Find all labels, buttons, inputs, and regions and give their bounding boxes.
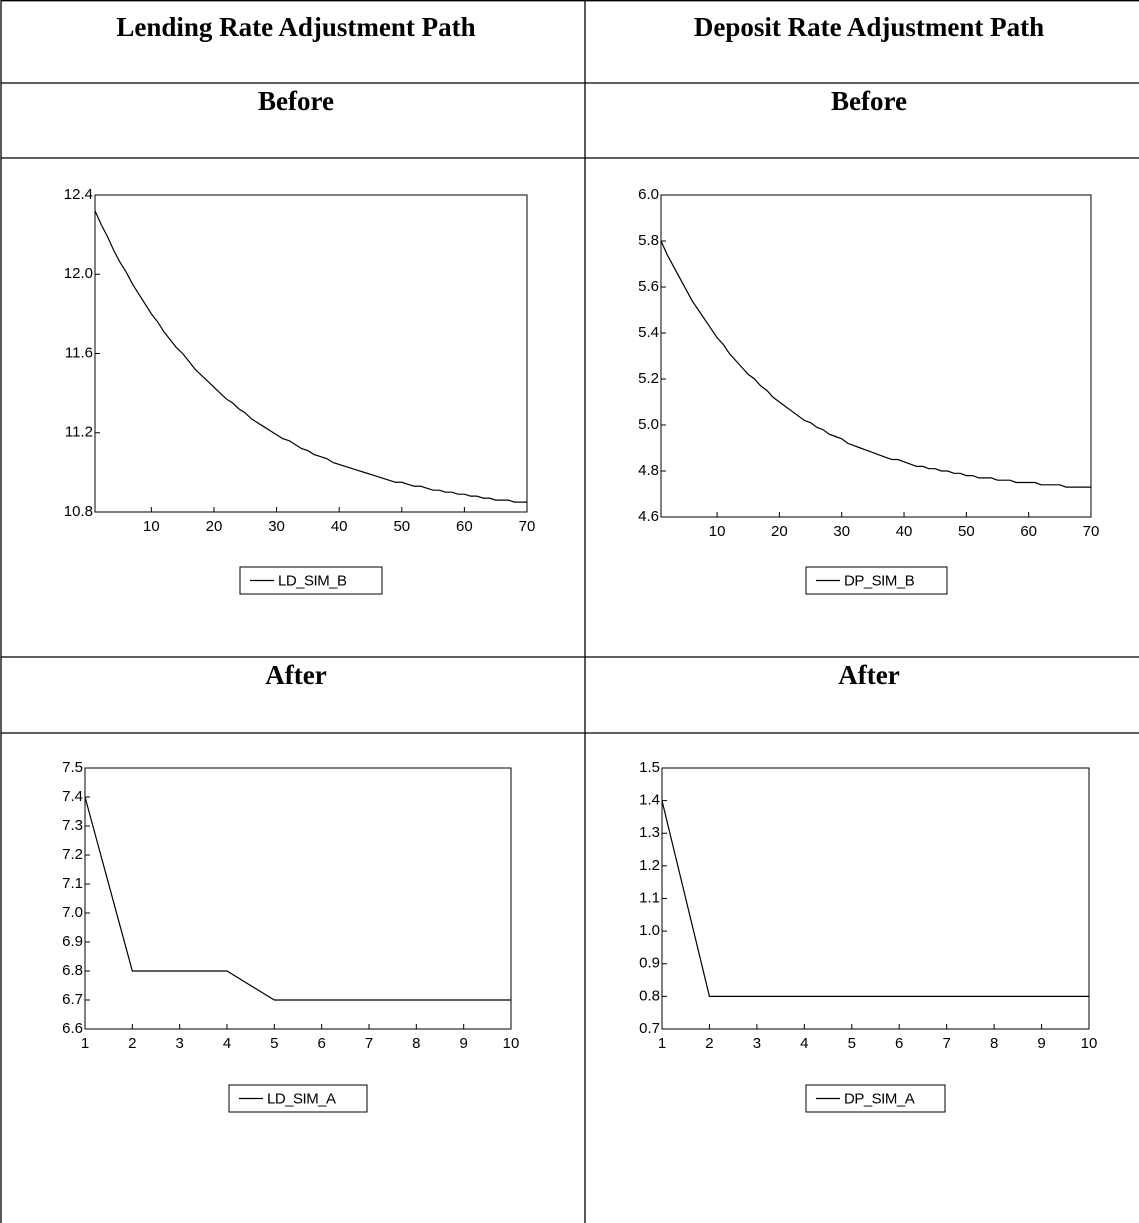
x-tick-label: 10: [503, 1035, 520, 1052]
y-tick-label: 12.0: [64, 265, 93, 282]
x-tick-label: 1: [81, 1035, 89, 1052]
y-tick-label: 6.6: [62, 1020, 83, 1037]
y-tick-label: 0.8: [639, 987, 660, 1004]
y-tick-label: 1.0: [639, 922, 660, 939]
x-tick-label: 10: [1081, 1035, 1098, 1052]
x-tick-label: 1: [658, 1035, 666, 1052]
y-tick-label: 5.2: [638, 370, 659, 387]
x-tick-label: 8: [990, 1035, 998, 1052]
y-tick-label: 4.8: [638, 462, 659, 479]
y-tick-label: 5.8: [638, 232, 659, 249]
x-tick-label: 30: [833, 523, 850, 540]
y-tick-label: 1.5: [639, 759, 660, 776]
x-tick-label: 50: [393, 518, 410, 535]
plot-frame: [84, 767, 512, 1030]
y-tick-label: 7.3: [62, 817, 83, 834]
y-tick-label: 7.4: [62, 788, 83, 805]
x-tick-label: 3: [753, 1035, 761, 1052]
row-label: Before: [831, 86, 907, 116]
y-tick-label: 7.5: [62, 759, 83, 776]
x-tick-label: 2: [705, 1035, 713, 1052]
y-tick-label: 7.0: [62, 904, 83, 921]
x-tick-label: 20: [206, 518, 223, 535]
y-tick-label: 1.3: [639, 824, 660, 841]
y-tick-label: 6.7: [62, 991, 83, 1008]
column-header: Deposit Rate Adjustment Path: [694, 12, 1044, 42]
y-tick-label: 1.2: [639, 857, 660, 874]
x-tick-label: 50: [958, 523, 975, 540]
x-tick-label: 3: [175, 1035, 183, 1052]
x-tick-label: 5: [848, 1035, 856, 1052]
y-tick-label: 6.8: [62, 962, 83, 979]
y-tick-label: 11.2: [65, 424, 93, 441]
y-tick-label: 1.4: [639, 792, 660, 809]
x-tick-label: 9: [1037, 1035, 1045, 1052]
x-tick-label: 7: [942, 1035, 950, 1052]
y-tick-label: 6.0: [638, 186, 659, 203]
x-tick-label: 60: [456, 518, 473, 535]
y-tick-label: 0.7: [639, 1020, 660, 1037]
x-tick-label: 9: [459, 1035, 467, 1052]
legend-label: LD_SIM_B: [278, 572, 347, 589]
column-header: Lending Rate Adjustment Path: [116, 12, 475, 42]
y-tick-label: 0.9: [639, 955, 660, 972]
x-tick-label: 70: [519, 518, 536, 535]
x-tick-label: 6: [895, 1035, 903, 1052]
legend-label: DP_SIM_A: [844, 1090, 915, 1107]
row-label: Before: [258, 86, 334, 116]
x-tick-label: 6: [317, 1035, 325, 1052]
x-tick-label: 5: [270, 1035, 278, 1052]
y-tick-label: 6.9: [62, 933, 83, 950]
legend-label: LD_SIM_A: [267, 1090, 336, 1107]
y-tick-label: 7.1: [62, 875, 83, 892]
x-tick-label: 40: [896, 523, 913, 540]
x-tick-label: 40: [331, 518, 348, 535]
data-line: [94, 210, 527, 503]
legend-label: DP_SIM_B: [844, 572, 915, 589]
data-line: [660, 240, 1091, 488]
plot-frame: [94, 194, 528, 513]
plot-frame: [661, 767, 1090, 1030]
y-tick-label: 5.4: [638, 324, 659, 341]
plot-frame: [660, 194, 1092, 518]
y-tick-label: 11.6: [65, 344, 93, 361]
x-tick-label: 4: [223, 1035, 231, 1052]
x-tick-label: 10: [143, 518, 160, 535]
x-tick-label: 7: [365, 1035, 373, 1052]
data-line: [84, 796, 511, 1001]
x-tick-label: 8: [412, 1035, 420, 1052]
y-tick-label: 1.1: [639, 889, 660, 906]
y-tick-label: 10.8: [64, 503, 93, 520]
x-tick-label: 4: [800, 1035, 808, 1052]
x-tick-label: 10: [709, 523, 726, 540]
x-tick-label: 70: [1083, 523, 1100, 540]
y-tick-label: 12.4: [64, 186, 93, 203]
y-tick-label: 4.6: [638, 508, 659, 525]
x-tick-label: 30: [268, 518, 285, 535]
y-tick-label: 5.6: [638, 278, 659, 295]
row-label: After: [838, 660, 899, 690]
x-tick-label: 60: [1020, 523, 1037, 540]
x-tick-label: 20: [771, 523, 788, 540]
y-tick-label: 5.0: [638, 416, 659, 433]
data-line: [661, 800, 1089, 997]
row-label: After: [265, 660, 326, 690]
y-tick-label: 7.2: [62, 846, 83, 863]
x-tick-label: 2: [128, 1035, 136, 1052]
